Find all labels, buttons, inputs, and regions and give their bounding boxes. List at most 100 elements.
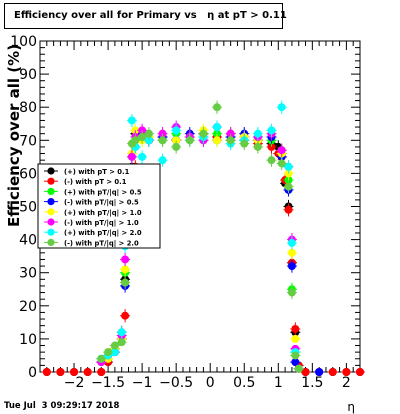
data-point bbox=[277, 103, 286, 112]
y-tick-label: 0 bbox=[28, 365, 37, 381]
legend-label: (+) with pT/|q| > 0.5 bbox=[64, 188, 142, 197]
legend-marker bbox=[47, 177, 55, 185]
data-point bbox=[110, 348, 119, 357]
data-point bbox=[301, 368, 310, 376]
legend-label: (-) with pT/|q| > 0.5 bbox=[64, 199, 139, 208]
x-axis-label: η bbox=[347, 400, 355, 414]
data-point bbox=[342, 368, 351, 376]
data-point bbox=[172, 126, 181, 135]
y-tick-label: 100 bbox=[10, 34, 37, 50]
data-point bbox=[284, 182, 293, 191]
x-tick-label: −2 bbox=[64, 375, 85, 391]
data-point bbox=[127, 116, 136, 125]
data-point bbox=[277, 146, 286, 155]
data-point bbox=[291, 351, 300, 360]
legend-label: (-) with pT > 0.1 bbox=[64, 178, 127, 186]
legend-box bbox=[37, 163, 161, 249]
series-7 bbox=[96, 100, 304, 373]
x-tick-label: −0.5 bbox=[159, 375, 193, 391]
data-point bbox=[356, 368, 364, 376]
data-point bbox=[138, 152, 147, 161]
data-point bbox=[287, 238, 296, 247]
data-point bbox=[138, 132, 147, 141]
x-tick-label: −1 bbox=[132, 375, 153, 391]
data-point bbox=[240, 139, 249, 148]
data-point bbox=[213, 123, 222, 132]
data-point bbox=[287, 248, 296, 257]
chart-title-box: Efficiency over all for Primary vs η at … bbox=[4, 3, 287, 29]
data-point bbox=[56, 368, 65, 376]
data-point bbox=[110, 341, 119, 350]
legend-label: (+) with pT/|q| > 1.0 bbox=[64, 209, 142, 218]
legend-marker bbox=[47, 218, 55, 226]
data-point bbox=[199, 129, 208, 138]
data-point bbox=[291, 358, 300, 367]
data-point bbox=[294, 364, 303, 373]
x-tick-label: 1.5 bbox=[301, 375, 323, 391]
legend-label: (-) with pT/|q| > 1.0 bbox=[64, 219, 139, 228]
data-point bbox=[267, 126, 276, 135]
data-point bbox=[121, 255, 130, 264]
y-tick-label: 60 bbox=[19, 166, 37, 182]
data-point bbox=[291, 324, 300, 333]
data-point bbox=[213, 103, 222, 112]
data-point bbox=[315, 368, 324, 376]
x-tick-label: 0.5 bbox=[233, 375, 255, 391]
data-point bbox=[226, 136, 235, 145]
data-point bbox=[328, 368, 337, 376]
data-point bbox=[97, 354, 106, 363]
data-point bbox=[253, 129, 262, 138]
y-tick-label: 50 bbox=[19, 200, 37, 216]
data-point bbox=[117, 328, 126, 337]
data-point bbox=[104, 348, 113, 357]
y-tick-label: 80 bbox=[19, 100, 37, 116]
data-point bbox=[172, 142, 181, 151]
legend-label: (-) with pT/|q| > 2.0 bbox=[64, 239, 139, 248]
y-tick-label: 90 bbox=[19, 67, 37, 83]
data-point bbox=[291, 334, 300, 343]
data-point bbox=[42, 368, 51, 376]
timestamp: Tue Jul 3 09:29:17 2018 bbox=[4, 401, 120, 411]
legend-marker bbox=[47, 228, 55, 236]
legend-label: (+) with pT > 0.1 bbox=[64, 168, 130, 176]
data-point bbox=[284, 162, 293, 171]
legend-marker bbox=[47, 198, 55, 206]
x-tick-label: 2 bbox=[342, 375, 351, 391]
chart-title: Efficiency over all for Primary vs η at … bbox=[14, 10, 287, 21]
y-axis-label: Efficiency over all (%) bbox=[5, 44, 23, 227]
data-point bbox=[117, 338, 126, 347]
data-point bbox=[127, 152, 136, 161]
y-tick-label: 20 bbox=[19, 299, 37, 315]
x-tick-label: 0 bbox=[206, 375, 215, 391]
data-point bbox=[131, 136, 140, 145]
data-point bbox=[277, 159, 286, 168]
x-tick-label: −1.5 bbox=[91, 375, 125, 391]
data-point bbox=[158, 136, 167, 145]
data-point bbox=[83, 368, 92, 376]
y-tick-label: 10 bbox=[19, 332, 37, 348]
data-point bbox=[287, 262, 296, 271]
legend-marker bbox=[47, 238, 55, 246]
data-point bbox=[267, 156, 276, 165]
data-point bbox=[158, 156, 167, 165]
data-point bbox=[121, 265, 130, 274]
legend-marker bbox=[47, 208, 55, 216]
legend-label: (+) with pT/|q| > 2.0 bbox=[64, 229, 142, 238]
data-point bbox=[144, 129, 153, 138]
x-tick-label: 1 bbox=[274, 375, 283, 391]
legend-marker bbox=[47, 167, 55, 175]
data-point bbox=[185, 136, 194, 145]
data-point bbox=[253, 142, 262, 151]
data-point bbox=[213, 136, 222, 145]
data-point bbox=[70, 368, 79, 376]
data-point bbox=[121, 311, 130, 320]
legend-marker bbox=[47, 187, 55, 195]
y-tick-label: 40 bbox=[19, 233, 37, 249]
y-tick-label: 30 bbox=[19, 266, 37, 282]
data-point bbox=[284, 205, 293, 214]
data-point bbox=[97, 368, 106, 376]
y-tick-label: 70 bbox=[19, 133, 37, 149]
data-point bbox=[121, 278, 130, 287]
data-point bbox=[287, 288, 296, 297]
